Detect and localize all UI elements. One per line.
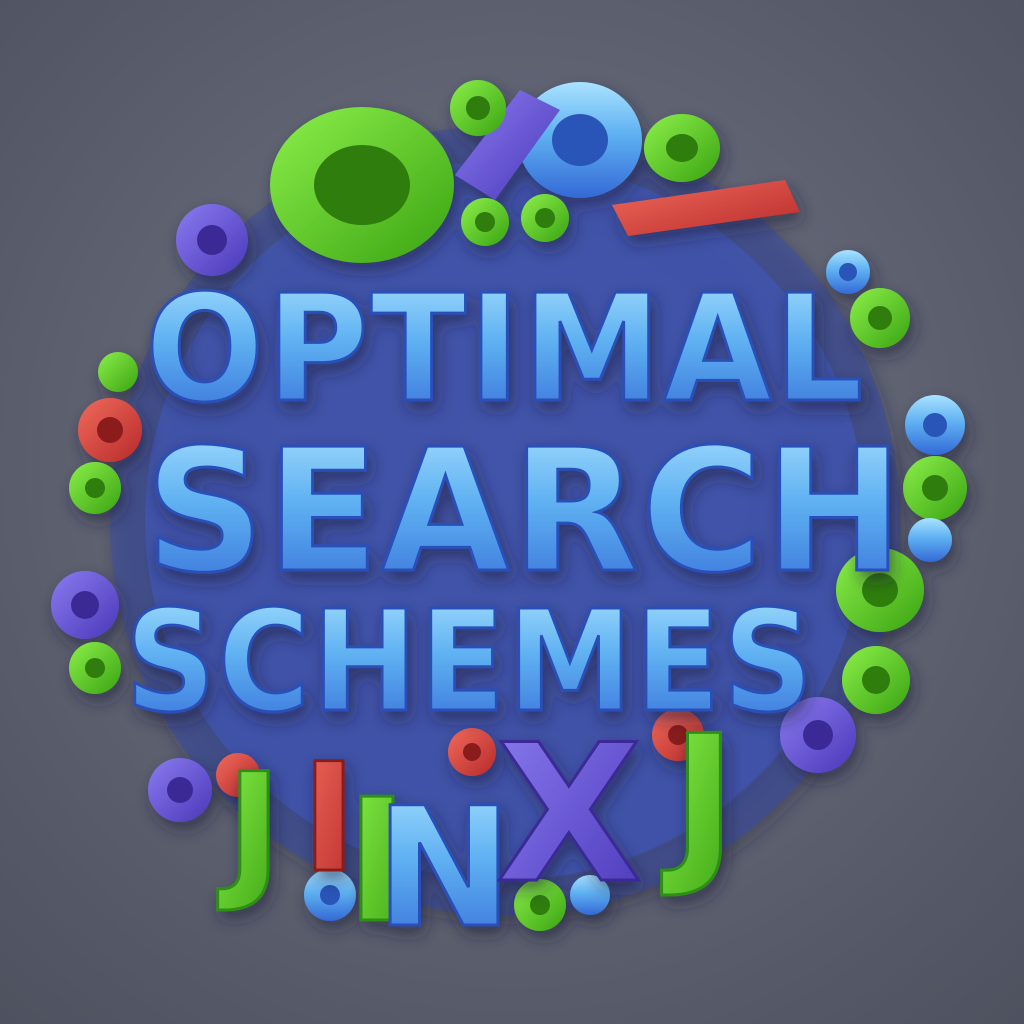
ring-green-small-2-icon — [521, 194, 569, 242]
ring-green-right-2-icon — [903, 456, 967, 520]
ring-green-top-icon — [450, 80, 506, 136]
ring-red-bottom-3-icon — [652, 709, 704, 761]
bar-red-icon — [612, 180, 800, 236]
ring-purple-left-icon — [176, 204, 248, 276]
ring-purple-far-left-icon — [51, 571, 119, 639]
ring-red-left-icon — [78, 398, 142, 462]
ring-purple-right-icon — [780, 697, 856, 773]
title-line-2: SEARCH — [145, 413, 905, 611]
ring-green-right-large-icon — [836, 548, 924, 632]
ring-red-bottom-icon — [216, 753, 260, 797]
title-text: OPTIMAL SEARCH SCHEMES — [124, 262, 905, 746]
title-line-1: OPTIMAL — [145, 263, 865, 435]
ring-blue-bottom-icon — [304, 869, 356, 921]
glyph-j-right: J — [661, 699, 738, 902]
ring-red-bottom-2-icon — [448, 728, 496, 776]
glyph-i-green: I — [345, 763, 410, 961]
glyph-j-left: J — [217, 742, 284, 916]
bar-purple-icon — [455, 90, 560, 200]
ring-green-left-2-icon — [69, 462, 121, 514]
ring-blue-bottom-2-icon — [570, 875, 610, 915]
ring-green-small-icon — [461, 198, 509, 246]
ring-blue-right-2-icon — [905, 395, 965, 455]
title-line-3: SCHEMES — [125, 581, 815, 744]
ring-purple-bottom-left-icon — [148, 758, 212, 822]
ring-green-right-icon — [850, 288, 910, 348]
ring-green-left-icon — [98, 352, 138, 392]
decorative-rings — [51, 80, 967, 931]
ring-green-large-icon — [270, 107, 454, 263]
ring-green-top-right-icon — [644, 114, 720, 182]
ring-green-lower-left-icon — [69, 642, 121, 694]
ring-blue-right-icon — [826, 250, 870, 294]
glyph-n-blue: N — [375, 772, 515, 964]
glyph-i-red: I — [301, 732, 359, 906]
ring-green-right-3-icon — [842, 646, 910, 714]
bottom-glyphs: J I I N X J — [216, 698, 738, 966]
cluster-base — [110, 125, 900, 915]
glyph-x-purple: X — [496, 704, 645, 925]
ring-green-bottom-icon — [514, 879, 566, 931]
ring-blue-right-3-icon — [908, 518, 952, 562]
